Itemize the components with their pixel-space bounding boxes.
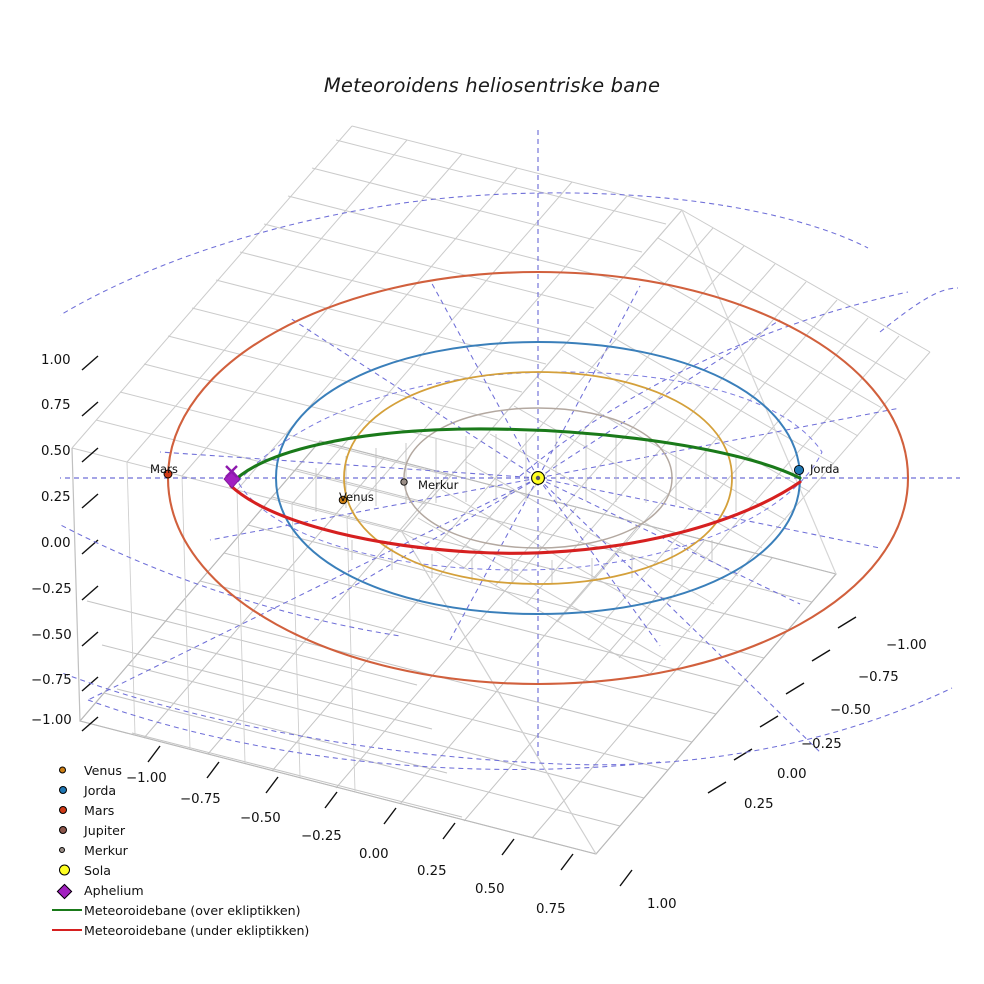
marker-sola [531,471,545,485]
legend-item-label: Aphelium [84,882,144,898]
y-tick-0: −1.00 [886,638,927,653]
legend-marker-key [48,860,84,880]
marker-aphelium [223,465,241,489]
y-axis-ticks [707,616,857,794]
orbit-mars [166,270,910,686]
x-tick-3: −0.25 [301,829,342,844]
z-tick-1: 0.75 [41,398,71,413]
legend-line-swatch [52,929,82,931]
legend-item-merkur[interactable]: Merkur [48,840,348,860]
legend-item-meteoroidebane[interactable]: Meteoroidebane (under ekliptikken) [48,920,348,940]
legend-marker-key [48,880,84,900]
x-tick-0: −1.00 [126,771,167,786]
z-tick-0: 1.00 [41,353,71,368]
body-markers [163,464,805,505]
circle-marker-icon [59,864,70,876]
z-tick-8: −1.00 [31,713,72,728]
legend-line-swatch [52,909,82,911]
legend-item-mars[interactable]: Mars [48,800,348,820]
legend-item-aphelium[interactable]: Aphelium [48,880,348,900]
z-tick-5: −0.25 [31,582,72,597]
marker-venus [338,495,348,505]
legend-item-label: Venus [84,762,122,778]
diamond-icon [56,883,73,899]
z-tick-7: −0.75 [31,673,72,688]
x-tick-2: −0.50 [240,811,281,826]
x-tick-7: 0.75 [536,902,566,917]
legend-item-jupiter[interactable]: Jupiter [48,820,348,840]
legend-item-sola[interactable]: Sola [48,860,348,880]
plot-legend: Venus Jorda Mars Jupiter Merkur Sola Aphelium M… [48,760,348,940]
legend-marker-key [48,780,84,800]
x-tick-4: 0.00 [359,847,389,862]
legend-marker-key [48,760,84,780]
circle-marker-icon [59,766,66,774]
y-tick-5: 0.25 [744,797,774,812]
x-tick-5: 0.25 [417,864,447,879]
orbit-merkur [403,407,673,549]
circle-marker-icon [59,826,67,834]
meteoroid-stems [315,433,737,584]
x-tick-1: −0.75 [180,792,221,807]
legend-item-label: Sola [84,862,111,878]
meteoroid-orbit-under [229,480,802,555]
legend-line-key [48,920,84,940]
z-tick-6: −0.50 [31,628,72,643]
z-axis-ticks [81,355,99,732]
marker-merkur [400,478,408,486]
label-venus: Venus [339,490,374,504]
z-tick-3: 0.25 [41,490,71,505]
y-tick-4: 0.00 [777,767,807,782]
legend-item-meteoroidebane[interactable]: Meteoroidebane (over ekliptikken) [48,900,348,920]
label-jorda: Jorda [810,462,840,476]
x-tick-8: 1.00 [647,897,677,912]
legend-item-jorda[interactable]: Jorda [48,780,348,800]
y-tick-2: −0.50 [830,703,871,718]
legend-item-label: Mars [84,802,115,818]
marker-mars [163,469,173,479]
page-title: Meteoroidens heliosentriske bane [323,74,661,97]
y-tick-3: −0.25 [801,737,842,752]
legend-item-label: Merkur [84,842,128,858]
z-tick-2: 0.50 [41,444,71,459]
y-tick-1: −0.75 [858,670,899,685]
legend-item-label: Meteoroidebane (over ekliptikken) [84,902,301,918]
legend-line-key [48,900,84,920]
projection-guides [60,130,960,770]
circle-marker-icon [59,806,67,814]
circle-marker-icon [59,847,65,853]
label-mars: Mars [150,462,178,476]
legend-item-venus[interactable]: Venus [48,760,348,780]
legend-item-label: Jupiter [84,822,126,838]
legend-item-label: Jorda [84,782,117,798]
z-tick-4: 0.00 [41,536,71,551]
orbit-venus [343,371,733,585]
x-tick-6: 0.50 [475,882,505,897]
label-merkur: Merkur [418,478,459,492]
legend-marker-key [48,800,84,820]
legend-marker-key [48,820,84,840]
marker-jorda [793,464,805,476]
x-axis-ticks [147,745,633,887]
legend-marker-key [48,840,84,860]
meteoroid-orbit-over [229,427,802,486]
circle-marker-icon [59,786,67,794]
legend-item-label: Meteoroidebane (under ekliptikken) [84,922,310,938]
orbit-paths [166,270,910,686]
